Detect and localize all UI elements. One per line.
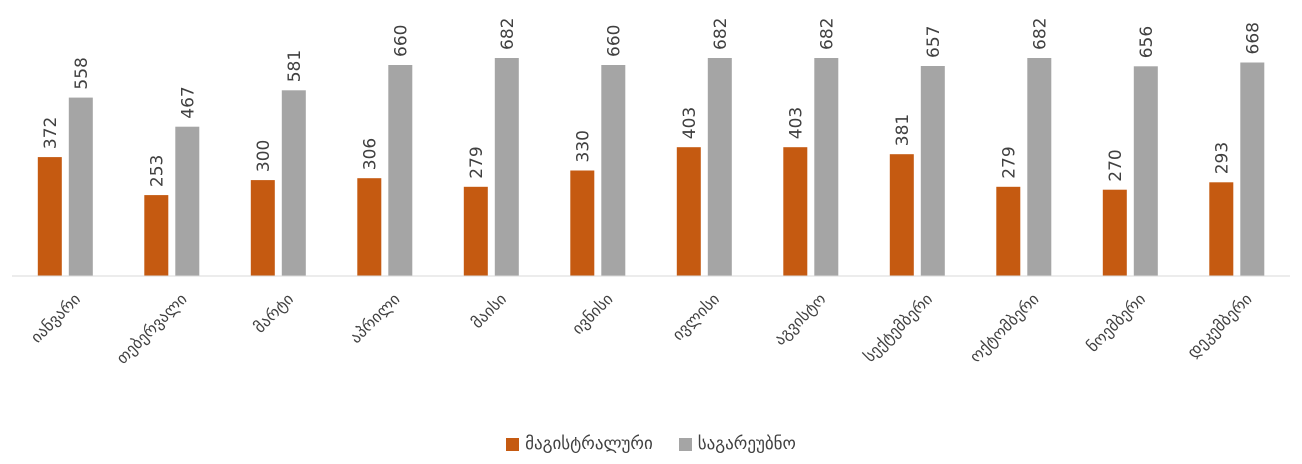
x-tick-label-9: სექტემბერი [860,289,936,365]
legend-label-series-1: მაგისტრალური [525,434,653,454]
bar-series-1-4 [357,178,382,276]
value-label-series-1-9: 381 [893,114,913,146]
value-label-series-1-11: 270 [1106,149,1126,181]
bar-series-1-9 [889,154,914,276]
x-tick-label-3: მარტი [250,289,297,336]
legend: მაგისტრალური საგარეუბნო [0,430,1302,458]
value-label-series-1-12: 293 [1212,142,1232,174]
bar-series-1-11 [1102,189,1127,276]
bar-series-2-6 [601,65,626,276]
value-label-series-2-3: 581 [285,50,305,82]
value-label-series-1-5: 279 [467,146,487,178]
value-label-series-1-8: 403 [786,107,806,139]
bars-group [37,58,1265,276]
value-label-series-1-3: 300 [254,140,274,172]
bar-series-1-3 [250,180,275,276]
legend-swatch-series-2 [678,437,692,451]
value-label-series-2-12: 668 [1243,22,1263,54]
value-label-series-2-4: 660 [391,25,411,57]
x-tick-label-11: ნოემბერი [1083,289,1149,355]
bar-series-2-2 [175,126,200,276]
value-label-series-1-4: 306 [360,138,380,170]
bar-series-2-1 [68,97,93,276]
bar-series-2-9 [920,66,945,276]
bar-chart: 372 558 253 467 300 581 306 660 279 682 330 660 403 6… [12,18,1290,368]
bar-series-2-3 [281,90,306,276]
value-labels-group: 372 558 253 467 300 581 306 660 279 682 330 660 403 6… [41,18,1264,188]
value-label-series-2-1: 558 [72,57,92,89]
value-label-series-2-8: 682 [817,18,837,50]
value-label-series-1-2: 253 [147,155,167,187]
bar-series-2-10 [1027,58,1052,276]
value-label-series-1-10: 279 [999,146,1019,178]
x-tick-label-10: ოქტომბერი [966,289,1043,366]
legend-swatch-series-1 [506,437,520,451]
value-label-series-2-9: 657 [924,26,944,58]
bar-series-2-7 [707,58,732,276]
legend-item-series-1: მაგისტრალური [506,434,653,454]
x-tick-label-12: დეკემბერი [1183,289,1255,361]
bar-series-1-2 [144,195,169,276]
bar-series-2-11 [1133,66,1158,276]
x-tick-label-4: აპრილი [346,289,404,347]
x-tick-label-8: აგვისტო [770,289,830,349]
value-label-series-1-7: 403 [680,107,700,139]
x-tick-label-7: ივლისი [668,289,723,344]
x-tick-label-6: ივნისი [568,289,617,338]
value-label-series-1-1: 372 [41,117,61,149]
x-tick-label-2: თებერვალი [112,289,190,367]
bar-series-1-5 [463,186,488,276]
bar-series-1-12 [1209,182,1234,276]
bar-series-2-5 [494,58,519,276]
value-label-series-2-6: 660 [604,25,624,57]
value-label-series-2-11: 656 [1137,26,1157,58]
value-label-series-2-10: 682 [1030,18,1050,50]
value-label-series-2-2: 467 [178,86,198,118]
x-tick-labels-group: იანვარი თებერვალი მარტი აპრილი მაისი ივნისი ივ… [27,289,1256,367]
x-tick-label-1: იანვარი [27,289,84,346]
bar-series-1-1 [37,157,62,276]
bar-series-1-8 [783,147,808,276]
bar-series-2-8 [814,58,839,276]
bar-series-2-12 [1240,62,1265,276]
value-label-series-2-5: 682 [498,18,518,50]
legend-item-series-2: საგარეუბნო [678,434,796,454]
x-tick-label-5: მაისი [467,289,510,332]
legend-label-series-2: საგარეუბნო [697,434,796,454]
bar-series-1-6 [570,170,595,276]
value-label-series-1-6: 330 [573,130,593,162]
bar-series-1-10 [996,186,1021,276]
value-label-series-2-7: 682 [711,18,731,50]
bar-series-1-7 [676,147,701,276]
bar-series-2-4 [388,65,413,276]
